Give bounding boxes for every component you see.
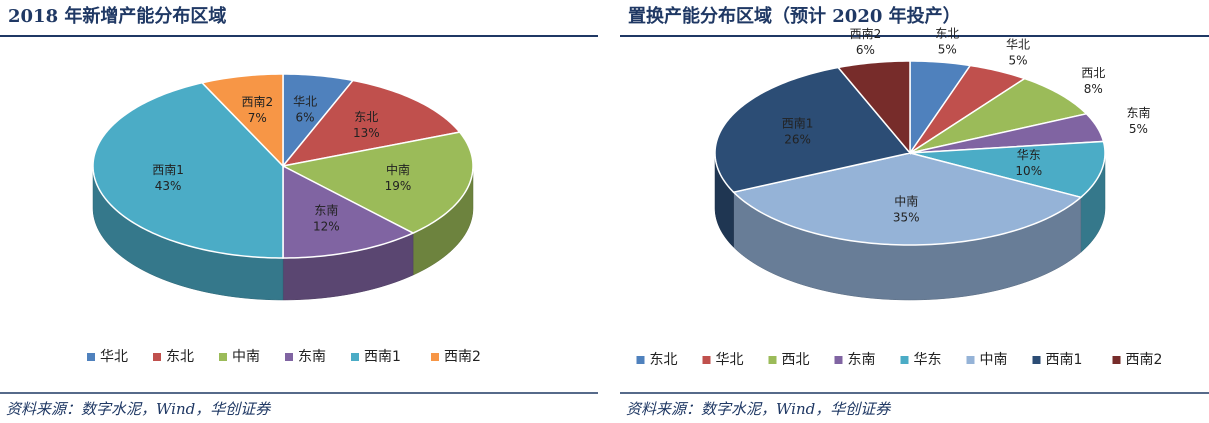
- legend-swatch: [285, 353, 293, 361]
- legend-swatch: [1112, 356, 1121, 364]
- legend-swatch: [636, 356, 645, 364]
- slice: [92, 81, 284, 259]
- slice: [282, 73, 355, 169]
- slice: [909, 64, 1027, 154]
- value-label: 7%: [248, 111, 267, 125]
- slice: [909, 113, 1105, 154]
- slice-label: 中南: [386, 162, 410, 177]
- chart-title: 2018 年新增产能分布区域: [8, 5, 226, 27]
- legend-swatch: [900, 356, 909, 364]
- pie: [714, 60, 1106, 301]
- slice-label: 华北: [1006, 37, 1030, 51]
- value-label: 26%: [784, 133, 811, 147]
- value-label: 5%: [1008, 53, 1027, 67]
- source: 资料来源：数字水泥，Wind，华创证券: [626, 400, 891, 418]
- slice-label: 西南2: [850, 26, 882, 41]
- slice-label: 华东: [1017, 148, 1041, 162]
- value-label: 6%: [296, 110, 315, 124]
- legend-label: 华东: [914, 352, 942, 368]
- value-label: 19%: [385, 179, 412, 193]
- legend-swatch: [966, 356, 975, 364]
- value-label: 8%: [1084, 82, 1103, 96]
- slice: [909, 140, 1106, 199]
- legend-label: 西南2: [444, 349, 481, 365]
- legend-swatch: [834, 356, 843, 364]
- legend-label: 中南: [232, 349, 260, 365]
- legend-label: 西南2: [1126, 352, 1163, 368]
- slice-label: 西南1: [152, 162, 184, 177]
- slice: [200, 73, 284, 168]
- legend-label: 东北: [650, 352, 678, 368]
- value-label: 43%: [155, 179, 182, 193]
- source: 资料来源：数字水泥，Wind，华创证券: [6, 400, 271, 418]
- slice: [732, 152, 1083, 246]
- value-label: 13%: [353, 126, 380, 140]
- legend-swatch: [219, 353, 227, 361]
- slice: [280, 131, 474, 234]
- legend-swatch: [1032, 356, 1041, 364]
- slice-label: 华北: [293, 94, 317, 108]
- legend-swatch: [153, 353, 161, 361]
- value-label: 5%: [1129, 122, 1148, 136]
- slice-label: 西北: [1081, 66, 1105, 80]
- slice-label: 西南2: [241, 94, 273, 109]
- legend-swatch: [351, 353, 359, 361]
- chart-title: 置换产能分布区域（预计 2020 年投产）: [628, 5, 961, 27]
- legend-swatch: [702, 356, 711, 364]
- slice: [836, 60, 911, 156]
- legend-swatch: [768, 356, 777, 364]
- legend-swatch: [431, 353, 439, 361]
- legend-label: 华北: [100, 349, 128, 365]
- legend-label: 西南1: [1046, 352, 1083, 368]
- legend-label: 东南: [848, 352, 876, 368]
- legend-label: 东南: [298, 349, 326, 365]
- value-label: 5%: [938, 43, 957, 57]
- value-label: 12%: [313, 220, 340, 234]
- legend-swatch: [87, 353, 95, 361]
- slice: [282, 164, 415, 259]
- pie: [92, 73, 474, 301]
- legend-label: 西南1: [364, 349, 401, 365]
- slice-label: 中南: [894, 194, 918, 209]
- slice-label: 东南: [314, 203, 338, 218]
- slice-label: 东北: [354, 110, 378, 124]
- value-label: 10%: [1015, 164, 1042, 178]
- value-label: 6%: [856, 43, 875, 57]
- slice-label: 西南1: [782, 116, 814, 131]
- slice: [281, 79, 462, 168]
- legend-label: 中南: [980, 352, 1008, 368]
- legend-label: 西北: [782, 352, 810, 368]
- legend-label: 华北: [716, 352, 744, 368]
- slice-label: 东南: [1126, 105, 1150, 120]
- legend-label: 东北: [166, 349, 194, 365]
- slice: [714, 66, 912, 193]
- slice: [909, 77, 1088, 154]
- value-label: 35%: [893, 211, 920, 225]
- slice-label: 东北: [935, 27, 959, 41]
